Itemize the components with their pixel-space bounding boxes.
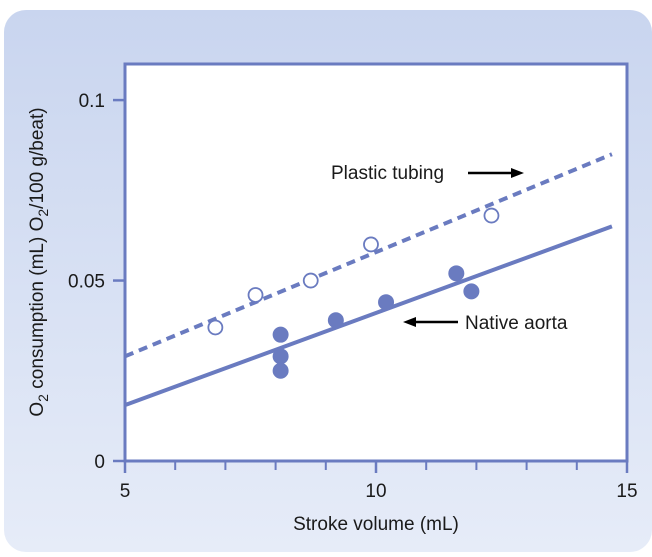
annotation-plastic-tubing-label: Plastic tubing — [331, 163, 444, 184]
y-axis-label-part2: consumption (mL) O — [27, 217, 48, 394]
fit-lines — [124, 152, 613, 407]
x-tick-label: 5 — [120, 481, 131, 502]
data-point-native-aorta — [272, 348, 289, 365]
data-point-plastic-tubing — [483, 207, 500, 224]
data-point-native-aorta — [448, 265, 465, 282]
annotation-native-aorta-label: Native aorta — [465, 313, 568, 334]
annotation-native-aorta-arrowhead — [403, 317, 416, 327]
y-axis-label-part3: /100 g/beat) — [27, 107, 48, 208]
data-point-native-aorta — [378, 294, 395, 311]
annotation-plastic-tubing: Plastic tubing — [331, 163, 524, 184]
y-axis-label-part1: O — [27, 402, 48, 417]
data-points — [207, 207, 500, 379]
y-axis-label-sub2: 2 — [35, 209, 51, 217]
data-point-plastic-tubing — [207, 319, 224, 336]
x-axis-ticks: 5 10 15 — [120, 461, 638, 502]
data-point-plastic-tubing — [247, 287, 264, 303]
data-point-plastic-tubing — [302, 272, 319, 289]
y-axis-label-sub1: 2 — [35, 394, 51, 402]
y-tick-label: 0.05 — [68, 272, 105, 293]
x-tick-label: 15 — [616, 481, 637, 502]
plot-area — [125, 64, 627, 461]
x-axis-label: Stroke volume (mL) — [293, 514, 459, 535]
fit-line-plastic-tubing — [124, 152, 613, 359]
y-tick-label: 0 — [94, 452, 105, 473]
annotation-plastic-tubing-arrowhead — [511, 168, 524, 178]
y-axis-ticks: 0 0.05 0.1 — [68, 91, 125, 473]
data-point-plastic-tubing — [363, 236, 379, 253]
y-axis-label: O2 consumption (mL) O2/100 g/beat) — [27, 107, 51, 416]
x-tick-label: 10 — [365, 481, 386, 502]
data-point-native-aorta — [327, 312, 344, 329]
fit-line-native-aorta — [124, 224, 613, 407]
data-point-native-aorta — [463, 283, 480, 300]
y-tick-label: 0.1 — [79, 91, 105, 112]
data-point-native-aorta — [272, 362, 289, 379]
data-point-native-aorta — [272, 326, 289, 343]
annotation-native-aorta: Native aorta — [403, 313, 568, 334]
